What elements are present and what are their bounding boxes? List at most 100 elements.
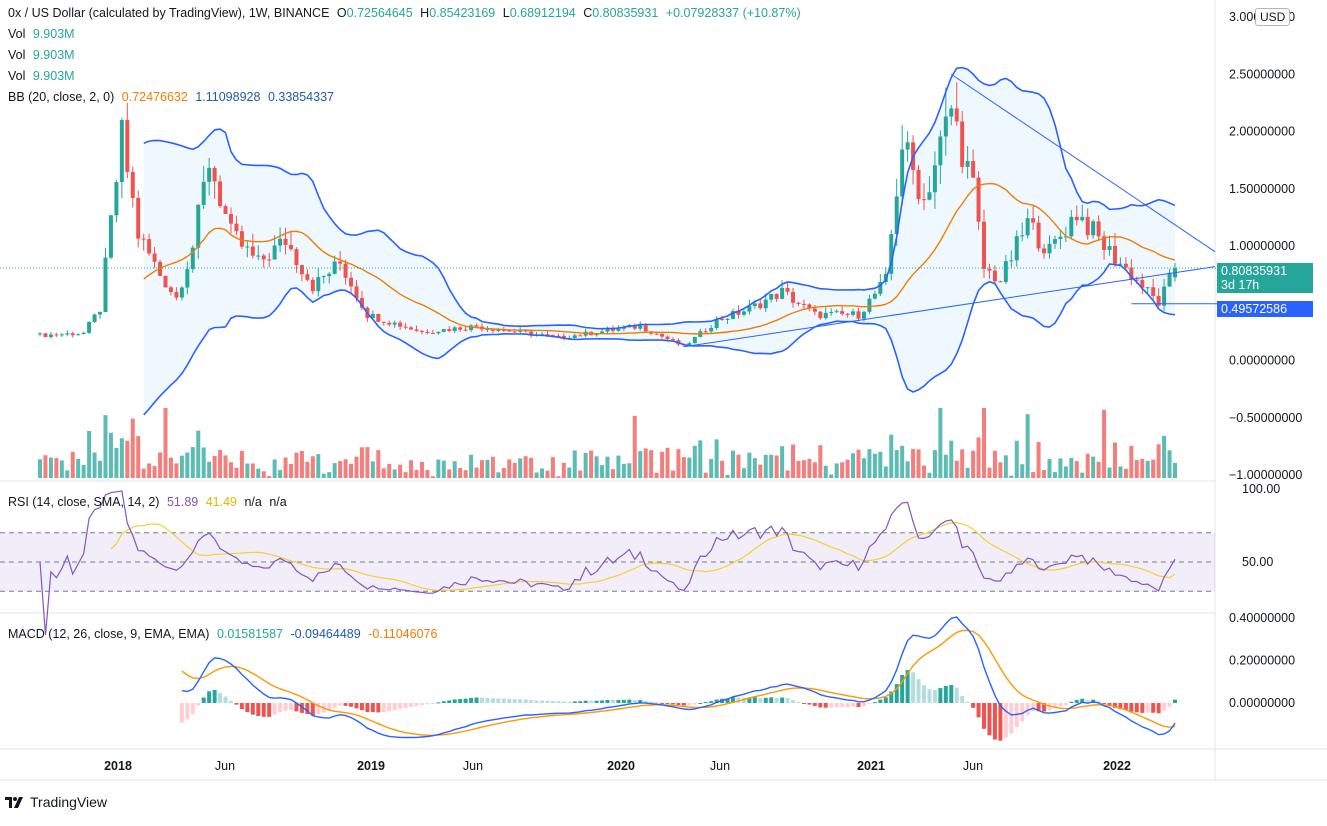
macd-histogram-bar [512,699,517,703]
macd-histogram-bar [1140,703,1145,713]
macd-histogram-bar [949,685,954,703]
macd-histogram-bar [463,698,468,703]
bollinger-legend[interactable]: BB (20, close, 2, 0) 0.72476632 1.110989… [8,88,338,106]
volume-bar [228,462,233,478]
volume-bar [818,445,823,478]
macd-histogram-bar [327,703,332,711]
macd-histogram-bar [545,700,550,703]
currency-button[interactable]: USD [1255,8,1291,26]
volume-bar [960,449,965,478]
volume-bar [152,465,157,478]
volume-bar [147,463,152,478]
volume-value: 9.903M [32,27,75,41]
time-tick-label: Jun [215,759,235,773]
macd-histogram-bar [501,698,506,703]
macd-histogram-bar [179,703,184,723]
brand-name: TradingView [30,794,108,810]
candle-body [982,221,987,269]
tradingview-brand[interactable]: TradingView [4,794,107,810]
volume-legend-2[interactable]: Vol 9.903M [8,46,79,64]
macd-signal-value: -0.11046076 [368,627,438,641]
volume-bar [327,472,332,478]
time-tick-label: 2021 [857,759,885,773]
candle-body [1091,221,1096,236]
volume-bar [338,461,343,478]
rsi-legend[interactable]: RSI (14, close, SMA, 14, 2) 51.89 41.49 … [8,493,291,511]
candle-body [610,328,615,331]
candle-body [141,238,146,240]
macd-legend[interactable]: MACD (12, 26, close, 9, EMA, EMA) 0.0158… [8,625,441,643]
volume-bar [971,450,976,478]
macd-histogram-bar [971,703,976,708]
low-label: L [502,6,510,20]
volume-bar [938,408,943,478]
macd-histogram-bar [256,703,261,716]
macd-histogram-bar [709,701,714,703]
macd-histogram-bar [294,703,299,712]
candle-body [747,306,752,312]
candle-body [114,182,119,216]
macd-histogram-bar [496,698,501,703]
candle-body [1140,280,1145,288]
macd-histogram-bar [359,703,364,711]
macd-histogram-bar [878,699,883,703]
candle-body [632,325,637,329]
candle-body [54,334,59,336]
volume-bar [540,468,545,478]
volume-bar [529,457,534,478]
candle-body [1058,236,1063,240]
volume-bar [190,447,195,478]
volume-bar [256,468,261,478]
volume-bar [458,467,463,478]
macd-histogram-bar [245,703,250,712]
macd-histogram-bar [965,701,970,703]
volume-legend-3[interactable]: Vol 9.903M [8,67,79,85]
macd-histogram-bar [654,702,659,704]
candle-body [370,313,375,319]
candle-body [916,169,921,200]
candle-body [594,333,599,336]
macd-histogram-bar [1145,703,1150,713]
volume-bar [349,463,354,478]
macd-histogram-bar [840,703,845,708]
volume-bar [98,460,103,478]
volume-bar [141,468,146,478]
volume-bar [856,449,861,478]
macd-histogram-bar [861,703,866,707]
candle-body [332,261,337,274]
candle-body [501,329,506,331]
volume-bar [92,452,97,478]
last-price-tag: 0.80835931 3d 17h [1217,263,1313,293]
rsi-line [39,490,1176,636]
volume-bar [207,461,212,478]
volume-bar [878,451,883,478]
volume-bar [359,447,364,478]
macd-histogram-bar [1058,703,1063,707]
volume-bar [932,450,937,478]
candle-body [387,322,392,325]
macd-histogram-bar [1080,698,1085,703]
candle-body [168,287,173,293]
volume-bar [119,438,124,478]
macd-histogram-bar [310,703,315,716]
candle-body [174,292,179,298]
macd-histogram-bar [621,699,626,703]
candle-body [518,330,523,332]
volume-bar [545,470,550,478]
candle-body [59,334,64,336]
candle-body [992,270,997,282]
volume-bar [463,470,468,478]
macd-histogram-bar [703,702,708,704]
volume-bar [370,461,375,478]
volume-legend-1[interactable]: Vol 9.903M [8,25,79,43]
volume-bar [801,460,806,478]
volume-bar [218,449,223,478]
volume-bar [1145,460,1150,478]
macd-histogram-bar [567,701,572,703]
macd-histogram-bar [758,697,763,703]
candle-body [87,321,92,333]
candle-body [245,246,250,248]
candle-body [900,149,905,197]
volume-bar [567,467,572,478]
